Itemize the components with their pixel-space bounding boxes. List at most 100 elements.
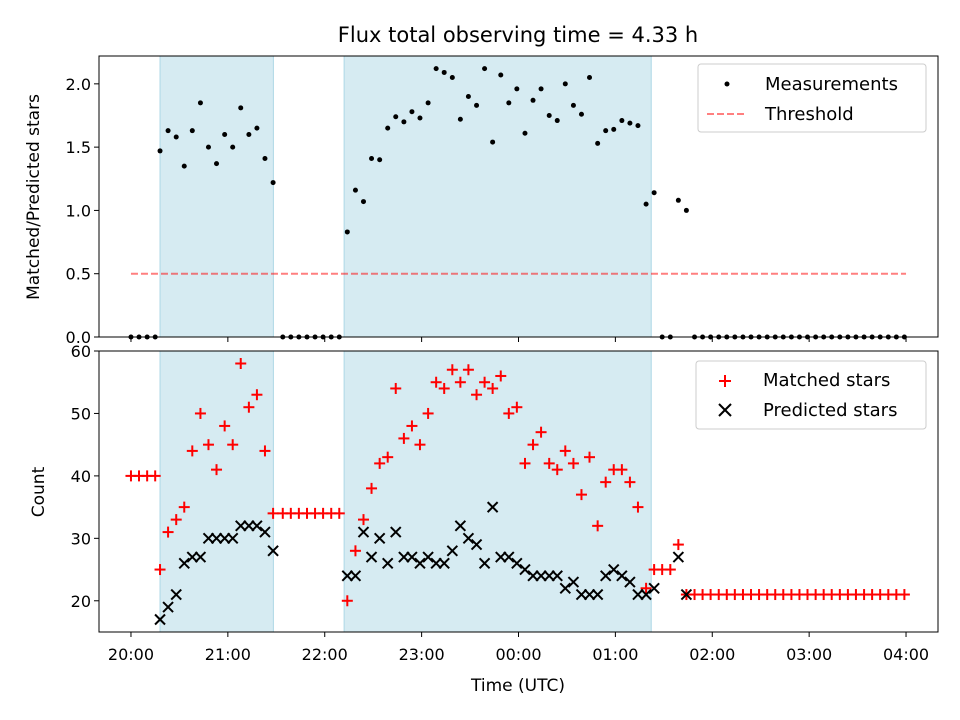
matched-star-marker (487, 382, 499, 394)
predicted-star-marker (478, 557, 491, 570)
predicted-star-marker (446, 545, 459, 557)
y-tick-label: 1.5 (66, 138, 91, 157)
predicted-star-marker (535, 570, 547, 582)
matched-star-marker (194, 407, 206, 419)
chart-title: Flux total observing time = 4.33 h (338, 23, 698, 47)
legend-matched-stars: Matched stars (763, 370, 890, 391)
matched-star-marker (243, 401, 255, 413)
predicted-star-marker (680, 588, 693, 601)
measurement-point (465, 94, 471, 100)
x-tick-label: 22:00 (302, 645, 348, 664)
measurement-point (393, 114, 399, 120)
matched-star-marker (454, 376, 466, 388)
x-tick-label: 04:00 (883, 645, 929, 664)
measurement-point (425, 100, 431, 106)
predicted-star-marker (486, 501, 499, 513)
predicted-star-marker (259, 526, 271, 538)
bottom-ylabel: Count (29, 466, 49, 517)
y-tick-label: 1.0 (66, 201, 91, 220)
matched-star-marker (162, 526, 174, 538)
legend-dot-icon (724, 81, 730, 87)
measurement-point (578, 111, 584, 117)
observing-interval-shade (159, 350, 274, 633)
matched-star-marker (462, 364, 474, 376)
matched-star-marker (422, 407, 434, 419)
measurement-point (173, 134, 179, 140)
matched-star-marker (333, 507, 345, 519)
top-ylabel: Matched/Predicted stars (24, 94, 44, 300)
legend-cross-icon (718, 403, 732, 417)
legend-measurements: Measurements (765, 74, 898, 95)
measurement-point (401, 119, 407, 125)
predicted-star-marker (567, 576, 580, 588)
measurement-point (205, 144, 211, 150)
predicted-star-marker (608, 563, 620, 576)
measurement-point (490, 139, 496, 145)
matched-star-marker (519, 457, 531, 469)
matched-star-marker (219, 420, 231, 432)
measurement-point (570, 102, 576, 108)
matched-star-marker (527, 439, 539, 451)
measurement-point (546, 112, 552, 118)
measurement-point (619, 118, 625, 124)
matched-star-marker (341, 595, 353, 607)
matched-star-marker (616, 464, 628, 476)
measurement-point (238, 105, 244, 111)
predicted-star-marker (162, 601, 174, 613)
predicted-star-marker (406, 551, 418, 563)
y-tick-label: 0.0 (66, 328, 91, 347)
matched-star-marker (672, 539, 684, 551)
top-legend: Measurements Threshold (697, 63, 927, 133)
matched-star-marker (511, 401, 523, 413)
measurement-point (522, 130, 528, 136)
measurement-point (352, 187, 358, 193)
matched-star-marker (374, 457, 386, 469)
matched-star-marker (154, 564, 166, 576)
measurement-point (611, 126, 617, 132)
measurement-point (181, 163, 187, 169)
measurement-point (344, 229, 350, 235)
predicted-star-marker (154, 613, 166, 626)
measurement-point (506, 100, 512, 106)
matched-star-marker (267, 507, 279, 519)
predicted-star-marker (640, 588, 652, 601)
predicted-star-marker (462, 532, 475, 545)
predicted-star-marker (382, 557, 394, 570)
measurement-point (157, 148, 163, 154)
measurement-point (377, 157, 383, 163)
matched-star-marker (414, 439, 426, 451)
matched-star-marker (567, 457, 579, 469)
predicted-star-marker (616, 570, 628, 582)
bottom-legend: Matched stars Predicted stars (695, 360, 927, 430)
measurement-point (230, 144, 236, 150)
y-tick-label: 30 (71, 529, 91, 548)
predicted-star-marker (438, 557, 450, 570)
measurement-point (254, 125, 260, 131)
measurement-point (441, 69, 447, 75)
predicted-star-marker (511, 557, 523, 570)
measurement-point (530, 97, 536, 103)
measurement-point (369, 156, 375, 162)
matched-star-marker (600, 476, 612, 488)
predicted-star-marker (583, 588, 596, 601)
matched-star-marker (398, 432, 410, 444)
y-tick-label: 2.0 (66, 75, 91, 94)
legend-threshold: Threshold (764, 104, 854, 125)
measurement-point (457, 116, 463, 122)
measurement-point (635, 123, 641, 129)
predicted-star-marker (559, 582, 572, 594)
matched-star-marker (543, 457, 555, 469)
predicted-star-marker (357, 526, 370, 538)
predicted-star-marker (648, 582, 660, 594)
bottom-xlabel: Time (UTC) (470, 676, 565, 696)
matched-star-marker (592, 520, 604, 532)
measurement-point (482, 66, 488, 72)
y-tick-label: 60 (71, 342, 91, 361)
measurement-point (603, 128, 609, 134)
predicted-star-marker (349, 570, 362, 582)
measurement-point (498, 72, 504, 78)
predicted-star-marker (226, 532, 239, 545)
x-tick-label: 21:00 (205, 645, 251, 664)
predicted-star-marker (235, 520, 247, 532)
